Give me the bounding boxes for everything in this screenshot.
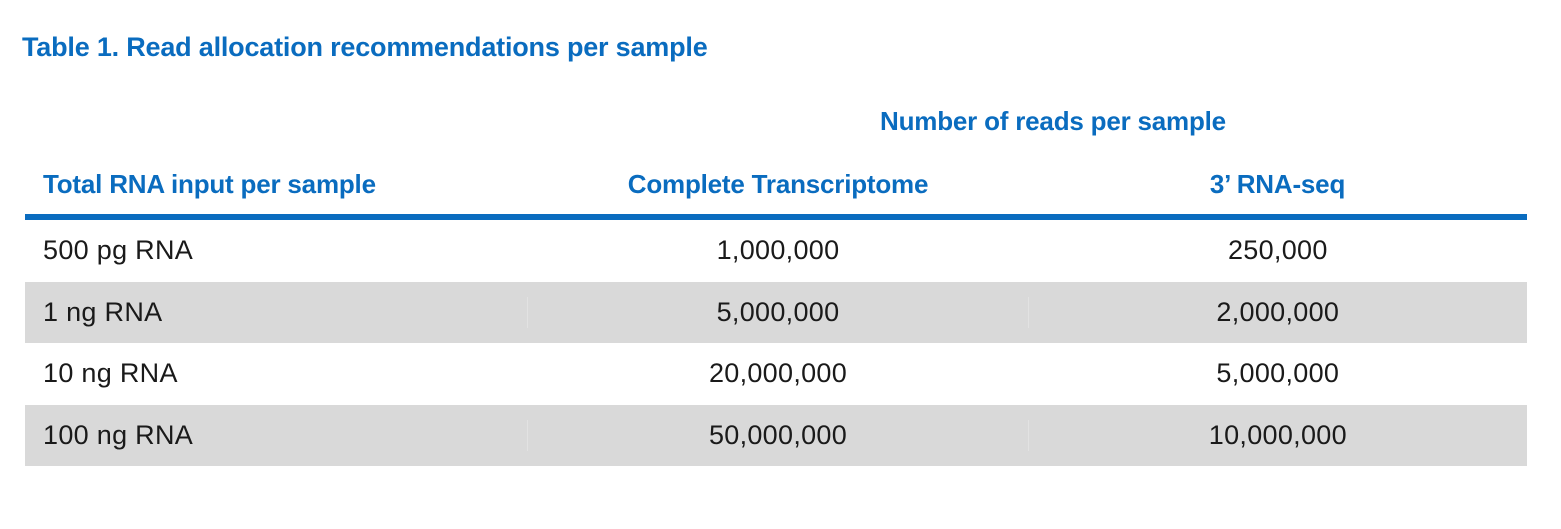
cell-rna-input: 10 ng RNA xyxy=(43,358,178,389)
cell-rna-input: 1 ng RNA xyxy=(43,296,163,327)
cell-complete-transcriptome: 5,000,000 xyxy=(527,296,1027,328)
column-header-rna-input: Total RNA input per sample xyxy=(43,168,376,199)
cell-3-rna-seq: 250,000 xyxy=(1027,235,1527,267)
cell-rna-input: 500 pg RNA xyxy=(43,235,194,266)
cell-3-rna-seq: 5,000,000 xyxy=(1027,358,1527,390)
column-header-complete-transcriptome: Complete Transcriptome xyxy=(627,168,929,199)
table-row: 100 ng RNA 50,000,000 10,000,000 xyxy=(25,404,1527,466)
table-row: 10 ng RNA 20,000,000 5,000,000 xyxy=(25,343,1527,405)
column-header-3-rna-seq: 3’ RNA-seq xyxy=(1209,168,1346,199)
cell-3-rna-seq: 2,000,000 xyxy=(1027,296,1527,328)
table-group-header-row: Number of reads per sample xyxy=(25,96,1527,154)
cell-complete-transcriptome: 50,000,000 xyxy=(527,419,1027,451)
cell-3-rna-seq: 10,000,000 xyxy=(1027,419,1527,451)
table-row: 500 pg RNA 1,000,000 250,000 xyxy=(25,220,1527,282)
read-allocation-table: Number of reads per sample Total RNA inp… xyxy=(25,96,1527,466)
cell-complete-transcriptome: 1,000,000 xyxy=(527,235,1027,267)
cell-rna-input: 100 ng RNA xyxy=(43,419,194,450)
group-header-reads-per-sample: Number of reads per sample xyxy=(880,106,1226,136)
table-header-row: Total RNA input per sample Complete Tran… xyxy=(25,154,1527,220)
table-caption: Table 1. Read allocation recommendations… xyxy=(22,32,708,62)
cell-complete-transcriptome: 20,000,000 xyxy=(527,358,1027,390)
table-row: 1 ng RNA 5,000,000 2,000,000 xyxy=(25,281,1527,343)
